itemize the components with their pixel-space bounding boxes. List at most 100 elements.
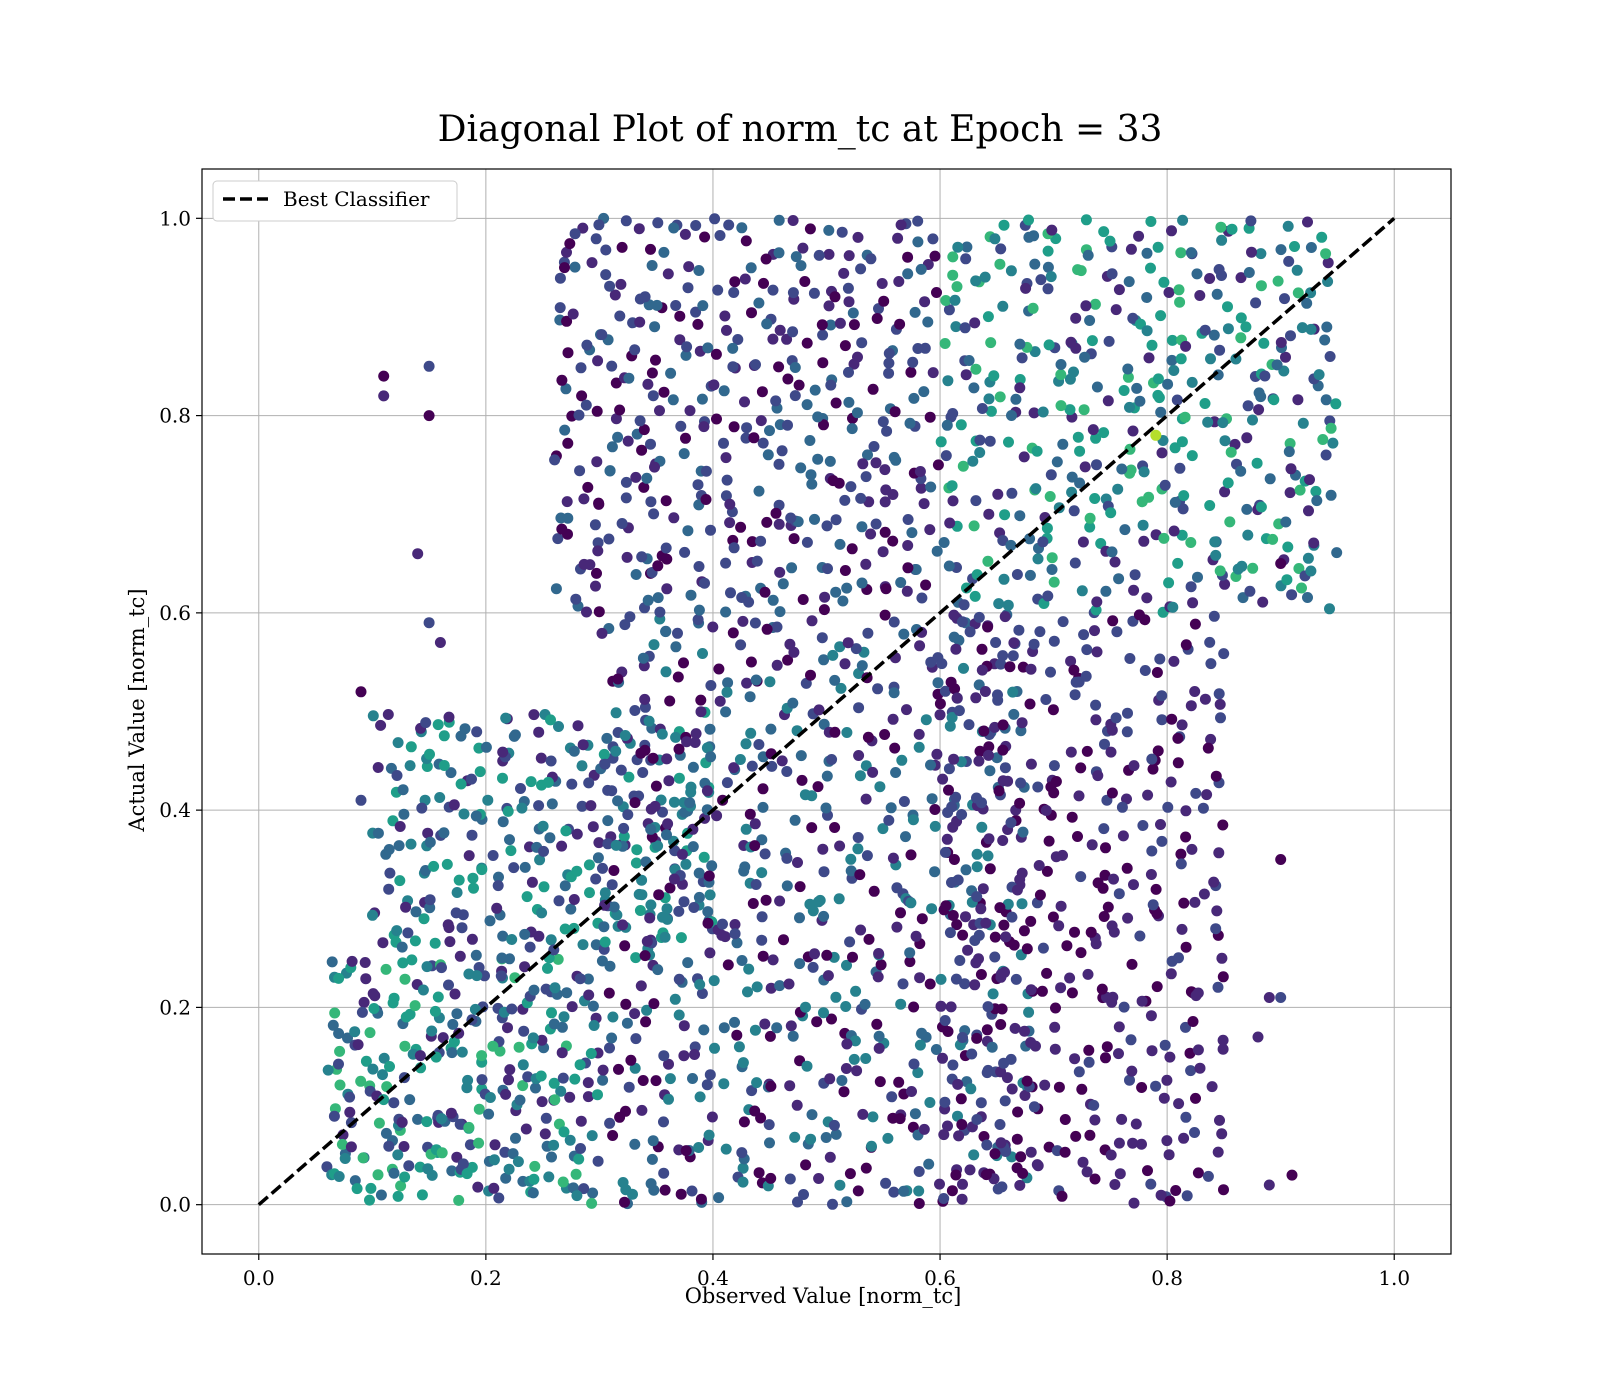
scatter-point xyxy=(1173,284,1185,296)
scatter-point xyxy=(851,1065,863,1077)
scatter-point xyxy=(577,939,589,951)
scatter-point xyxy=(1175,848,1187,860)
scatter-point xyxy=(424,836,436,848)
scatter-point xyxy=(1009,1022,1021,1034)
scatter-point xyxy=(929,804,941,815)
scatter-point xyxy=(756,386,768,398)
scatter-point xyxy=(1118,385,1130,396)
scatter-point xyxy=(1090,699,1102,711)
scatter-point xyxy=(344,1091,356,1103)
scatter-point xyxy=(675,932,687,944)
scatter-point xyxy=(688,902,700,913)
scatter-point xyxy=(737,1057,749,1069)
scatter-point xyxy=(1024,533,1036,545)
scatter-point xyxy=(673,743,685,755)
scatter-point xyxy=(591,567,602,579)
scatter-point xyxy=(1113,284,1125,296)
scatter-point xyxy=(1152,389,1164,401)
scatter-point xyxy=(830,1128,842,1140)
scatter-point xyxy=(756,867,768,879)
scatter-point xyxy=(615,764,627,776)
scatter-point xyxy=(676,848,688,860)
scatter-point xyxy=(919,342,931,354)
scatter-point xyxy=(518,1025,530,1037)
scatter-point xyxy=(1101,1041,1113,1053)
scatter-point xyxy=(462,1074,474,1086)
scatter-point xyxy=(761,318,773,330)
scatter-point xyxy=(993,598,1005,610)
scatter-point xyxy=(705,524,716,536)
scatter-point xyxy=(1105,746,1117,758)
scatter-point xyxy=(908,392,920,404)
scatter-point xyxy=(398,1141,410,1152)
scatter-point xyxy=(1216,1128,1228,1140)
scatter-point xyxy=(1092,770,1104,782)
scatter-point xyxy=(876,278,888,289)
scatter-point xyxy=(854,869,866,881)
scatter-point xyxy=(598,748,610,760)
scatter-point xyxy=(846,423,858,435)
scatter-point xyxy=(1080,670,1092,682)
scatter-point xyxy=(1136,496,1148,508)
scatter-point xyxy=(817,357,829,369)
scatter-point xyxy=(749,617,761,629)
scatter-point xyxy=(536,1096,548,1108)
scatter-point xyxy=(416,1189,428,1201)
scatter-point xyxy=(662,268,674,280)
scatter-point xyxy=(798,1189,809,1200)
scatter-point xyxy=(829,822,841,833)
scatter-point xyxy=(510,1132,521,1144)
scatter-point xyxy=(1164,1195,1176,1207)
scatter-point xyxy=(800,677,812,689)
scatter-point xyxy=(1035,274,1047,286)
scatter-point xyxy=(907,356,919,368)
scatter-point xyxy=(1069,1053,1081,1065)
scatter-point xyxy=(562,347,574,359)
scatter-point xyxy=(517,1080,529,1092)
scatter-point xyxy=(1161,1074,1173,1086)
scatter-point xyxy=(508,730,520,742)
scatter-point xyxy=(333,1028,345,1039)
scatter-point xyxy=(1241,432,1253,444)
scatter-point xyxy=(734,754,746,765)
scatter-point xyxy=(821,520,833,532)
scatter-point xyxy=(660,542,672,554)
scatter-point xyxy=(974,745,986,757)
scatter-point xyxy=(1030,483,1042,495)
scatter-point xyxy=(446,1047,458,1059)
scatter-point xyxy=(705,751,717,763)
scatter-point xyxy=(692,318,704,330)
scatter-point xyxy=(591,456,603,468)
scatter-point xyxy=(819,591,831,603)
scatter-point xyxy=(898,796,910,807)
scatter-point xyxy=(614,1111,626,1123)
scatter-point xyxy=(939,685,951,697)
scatter-point xyxy=(694,1091,706,1103)
scatter-point xyxy=(1023,214,1034,226)
scatter-point xyxy=(649,461,660,473)
scatter-point xyxy=(553,721,564,732)
scatter-point xyxy=(608,865,620,876)
scatter-point xyxy=(746,1085,758,1097)
scatter-point xyxy=(709,1042,720,1054)
scatter-point xyxy=(487,850,499,861)
scatter-point xyxy=(1110,304,1122,316)
scatter-point xyxy=(800,1001,811,1013)
scatter-point xyxy=(1291,264,1303,276)
scatter-point xyxy=(925,759,936,771)
scatter-point xyxy=(713,663,725,675)
scatter-point xyxy=(630,1033,642,1045)
scatter-point xyxy=(641,472,653,484)
scatter-point xyxy=(887,713,899,725)
scatter-point xyxy=(813,704,825,716)
scatter-point xyxy=(473,1137,485,1149)
scatter-point xyxy=(546,798,558,810)
scatter-point xyxy=(1194,1062,1206,1074)
scatter-point xyxy=(372,1169,384,1181)
scatter-point xyxy=(778,934,789,946)
scatter-point xyxy=(908,1001,920,1013)
scatter-point xyxy=(1202,1170,1214,1182)
scatter-point xyxy=(1166,334,1178,346)
scatter-point xyxy=(1189,1127,1200,1138)
